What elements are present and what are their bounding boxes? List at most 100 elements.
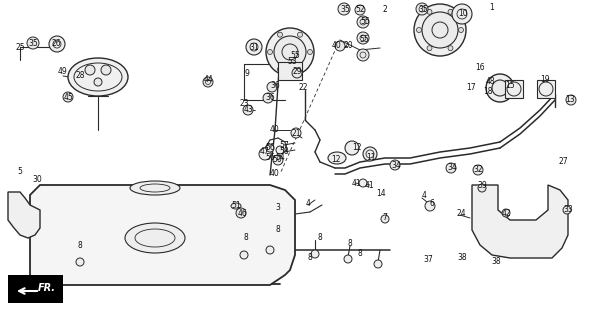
Circle shape	[335, 41, 345, 51]
Circle shape	[357, 16, 369, 28]
Text: 56: 56	[265, 154, 275, 163]
Text: 4: 4	[306, 199, 310, 209]
Ellipse shape	[125, 223, 185, 253]
Circle shape	[566, 95, 576, 105]
Text: 22: 22	[298, 84, 307, 92]
Text: 55: 55	[359, 36, 369, 44]
Text: 20: 20	[343, 42, 353, 51]
Text: 40: 40	[269, 170, 279, 179]
Text: 8: 8	[307, 253, 312, 262]
Circle shape	[422, 12, 458, 48]
Text: 35: 35	[28, 38, 38, 47]
Text: 12: 12	[352, 143, 362, 153]
Polygon shape	[472, 185, 568, 258]
Circle shape	[338, 3, 350, 15]
Text: 19: 19	[540, 76, 550, 84]
Circle shape	[381, 215, 389, 223]
Text: 53: 53	[287, 58, 297, 67]
Text: 38: 38	[457, 252, 467, 261]
Circle shape	[243, 105, 253, 115]
Circle shape	[307, 50, 312, 54]
Circle shape	[427, 46, 432, 51]
Text: 8: 8	[318, 233, 322, 242]
Text: 48: 48	[485, 77, 495, 86]
Text: 9: 9	[245, 69, 250, 78]
Circle shape	[507, 82, 521, 96]
Text: 25: 25	[15, 43, 25, 52]
Circle shape	[49, 36, 65, 52]
Text: 7: 7	[383, 213, 387, 222]
Circle shape	[267, 50, 272, 54]
Text: 35: 35	[418, 4, 428, 13]
Bar	[278, 62, 302, 80]
Text: 14: 14	[376, 189, 386, 198]
Text: 10: 10	[458, 10, 468, 19]
Text: 57: 57	[279, 140, 289, 149]
Text: 40: 40	[332, 42, 342, 51]
Text: 21: 21	[291, 129, 301, 138]
Circle shape	[266, 246, 274, 254]
Text: 24: 24	[456, 209, 466, 218]
Circle shape	[425, 201, 435, 211]
Text: 50: 50	[272, 156, 282, 164]
Text: 34: 34	[391, 161, 401, 170]
Text: 45: 45	[64, 92, 74, 101]
Text: 43: 43	[243, 105, 253, 114]
Circle shape	[94, 78, 102, 86]
Text: 15: 15	[505, 81, 515, 90]
Circle shape	[236, 208, 246, 218]
Text: 58: 58	[279, 148, 289, 156]
Text: 18: 18	[483, 86, 493, 95]
Circle shape	[446, 163, 456, 173]
Circle shape	[390, 160, 400, 170]
Circle shape	[473, 165, 483, 175]
Circle shape	[355, 5, 365, 15]
Circle shape	[263, 93, 273, 103]
Circle shape	[276, 146, 284, 154]
Text: 47: 47	[260, 148, 270, 156]
Text: 44: 44	[203, 76, 213, 84]
Text: 30: 30	[32, 175, 42, 185]
Text: 8: 8	[78, 241, 82, 250]
Circle shape	[478, 184, 486, 192]
Text: 12: 12	[331, 156, 341, 164]
Text: 38: 38	[491, 258, 501, 267]
Circle shape	[266, 28, 314, 76]
Text: 35: 35	[340, 4, 350, 13]
Circle shape	[297, 32, 303, 37]
Circle shape	[278, 67, 282, 72]
Circle shape	[291, 128, 301, 138]
Text: 41: 41	[364, 180, 374, 189]
Text: 11: 11	[366, 153, 376, 162]
Text: 3: 3	[276, 204, 281, 212]
Text: 2: 2	[383, 5, 387, 14]
Text: 51: 51	[231, 202, 241, 211]
Circle shape	[344, 255, 352, 263]
Circle shape	[357, 32, 369, 44]
Text: 40: 40	[269, 125, 279, 134]
Circle shape	[267, 82, 277, 92]
Circle shape	[273, 155, 283, 165]
Ellipse shape	[130, 181, 180, 195]
Bar	[505, 80, 523, 98]
Circle shape	[311, 250, 319, 258]
Circle shape	[76, 258, 84, 266]
FancyBboxPatch shape	[8, 275, 63, 303]
Circle shape	[414, 4, 466, 56]
Text: 29: 29	[292, 68, 302, 76]
Text: 31: 31	[249, 43, 259, 52]
Text: 8: 8	[276, 226, 281, 235]
Text: 54: 54	[275, 154, 285, 163]
Text: 8: 8	[358, 250, 362, 259]
Circle shape	[448, 9, 453, 14]
Text: 33: 33	[563, 205, 573, 214]
Text: 8: 8	[244, 233, 248, 242]
Text: 55: 55	[360, 18, 370, 27]
Circle shape	[539, 82, 553, 96]
Circle shape	[266, 144, 274, 152]
Text: 37: 37	[423, 254, 433, 263]
Text: 36: 36	[265, 92, 275, 101]
Circle shape	[274, 36, 306, 68]
Circle shape	[27, 37, 39, 49]
Circle shape	[292, 68, 302, 78]
